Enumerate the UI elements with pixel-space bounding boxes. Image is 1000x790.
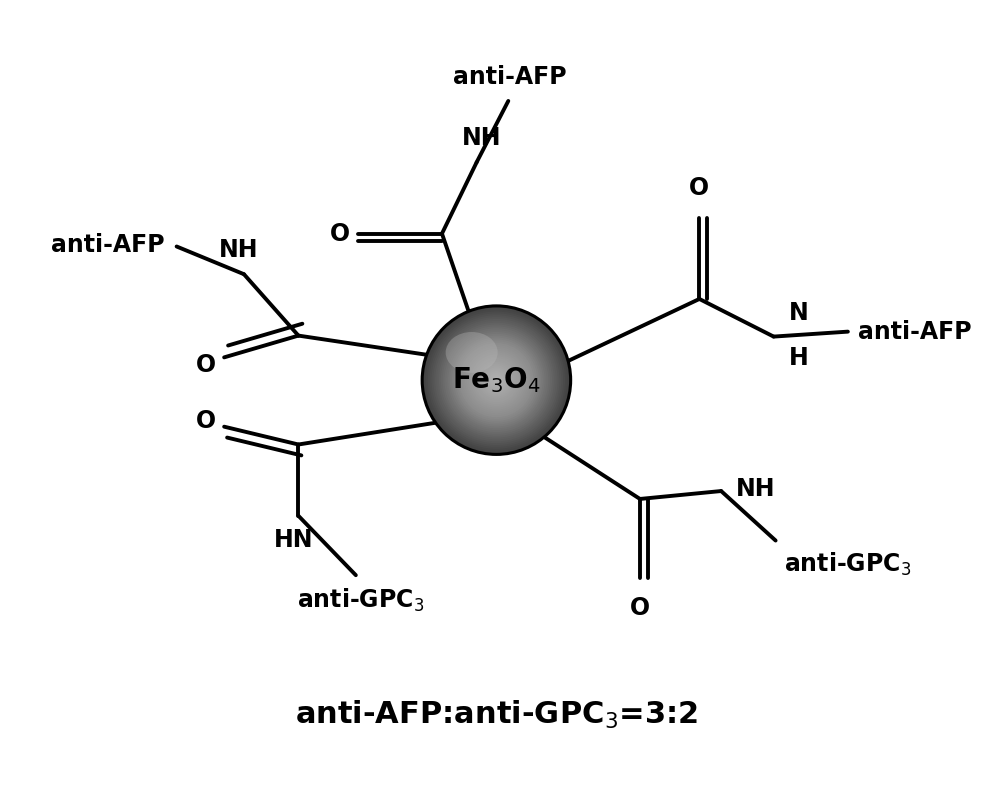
Ellipse shape	[476, 359, 517, 401]
Ellipse shape	[426, 310, 567, 450]
Ellipse shape	[485, 369, 508, 391]
Ellipse shape	[489, 373, 504, 388]
Ellipse shape	[422, 306, 571, 454]
Text: O: O	[630, 596, 650, 620]
Ellipse shape	[424, 308, 569, 453]
Text: anti-AFP: anti-AFP	[51, 232, 165, 257]
Ellipse shape	[465, 348, 528, 412]
Text: N: N	[788, 301, 808, 325]
Text: anti-GPC$_3$: anti-GPC$_3$	[297, 587, 424, 615]
Text: anti-GPC$_3$: anti-GPC$_3$	[784, 551, 911, 577]
Ellipse shape	[437, 321, 556, 439]
Ellipse shape	[470, 354, 522, 406]
Ellipse shape	[461, 345, 532, 416]
Ellipse shape	[480, 363, 513, 397]
Text: H: H	[788, 347, 808, 371]
Ellipse shape	[483, 367, 509, 393]
Ellipse shape	[469, 352, 524, 408]
Text: O: O	[689, 176, 709, 200]
Text: NH: NH	[462, 126, 501, 150]
Ellipse shape	[482, 365, 511, 395]
Ellipse shape	[487, 371, 506, 389]
Ellipse shape	[495, 378, 498, 382]
Ellipse shape	[450, 333, 543, 427]
Ellipse shape	[493, 377, 500, 384]
Text: O: O	[196, 353, 216, 378]
Ellipse shape	[439, 322, 554, 438]
Ellipse shape	[441, 325, 552, 436]
Text: NH: NH	[736, 477, 776, 501]
Ellipse shape	[491, 374, 502, 386]
Ellipse shape	[431, 315, 561, 445]
Ellipse shape	[448, 332, 545, 428]
Ellipse shape	[430, 314, 563, 447]
Ellipse shape	[467, 351, 526, 410]
Text: O: O	[196, 408, 216, 433]
Ellipse shape	[457, 341, 535, 419]
Ellipse shape	[478, 362, 515, 399]
Text: Fe$_3$O$_4$: Fe$_3$O$_4$	[452, 365, 541, 395]
Ellipse shape	[452, 336, 541, 425]
Ellipse shape	[433, 317, 560, 443]
Ellipse shape	[463, 347, 530, 413]
Ellipse shape	[446, 332, 498, 373]
Ellipse shape	[459, 343, 534, 417]
Ellipse shape	[456, 340, 537, 421]
Ellipse shape	[435, 319, 558, 442]
Text: O: O	[330, 222, 350, 246]
Ellipse shape	[472, 356, 521, 404]
Ellipse shape	[443, 326, 550, 434]
Ellipse shape	[444, 328, 548, 432]
Ellipse shape	[474, 358, 519, 402]
Ellipse shape	[428, 311, 565, 449]
Text: anti-AFP: anti-AFP	[858, 320, 971, 344]
Ellipse shape	[454, 337, 539, 423]
Ellipse shape	[446, 330, 547, 431]
Text: anti-AFP:anti-GPC$_3$=3:2: anti-AFP:anti-GPC$_3$=3:2	[295, 698, 698, 731]
Text: anti-AFP: anti-AFP	[453, 65, 567, 89]
Text: NH: NH	[219, 239, 259, 262]
Text: HN: HN	[274, 528, 313, 551]
